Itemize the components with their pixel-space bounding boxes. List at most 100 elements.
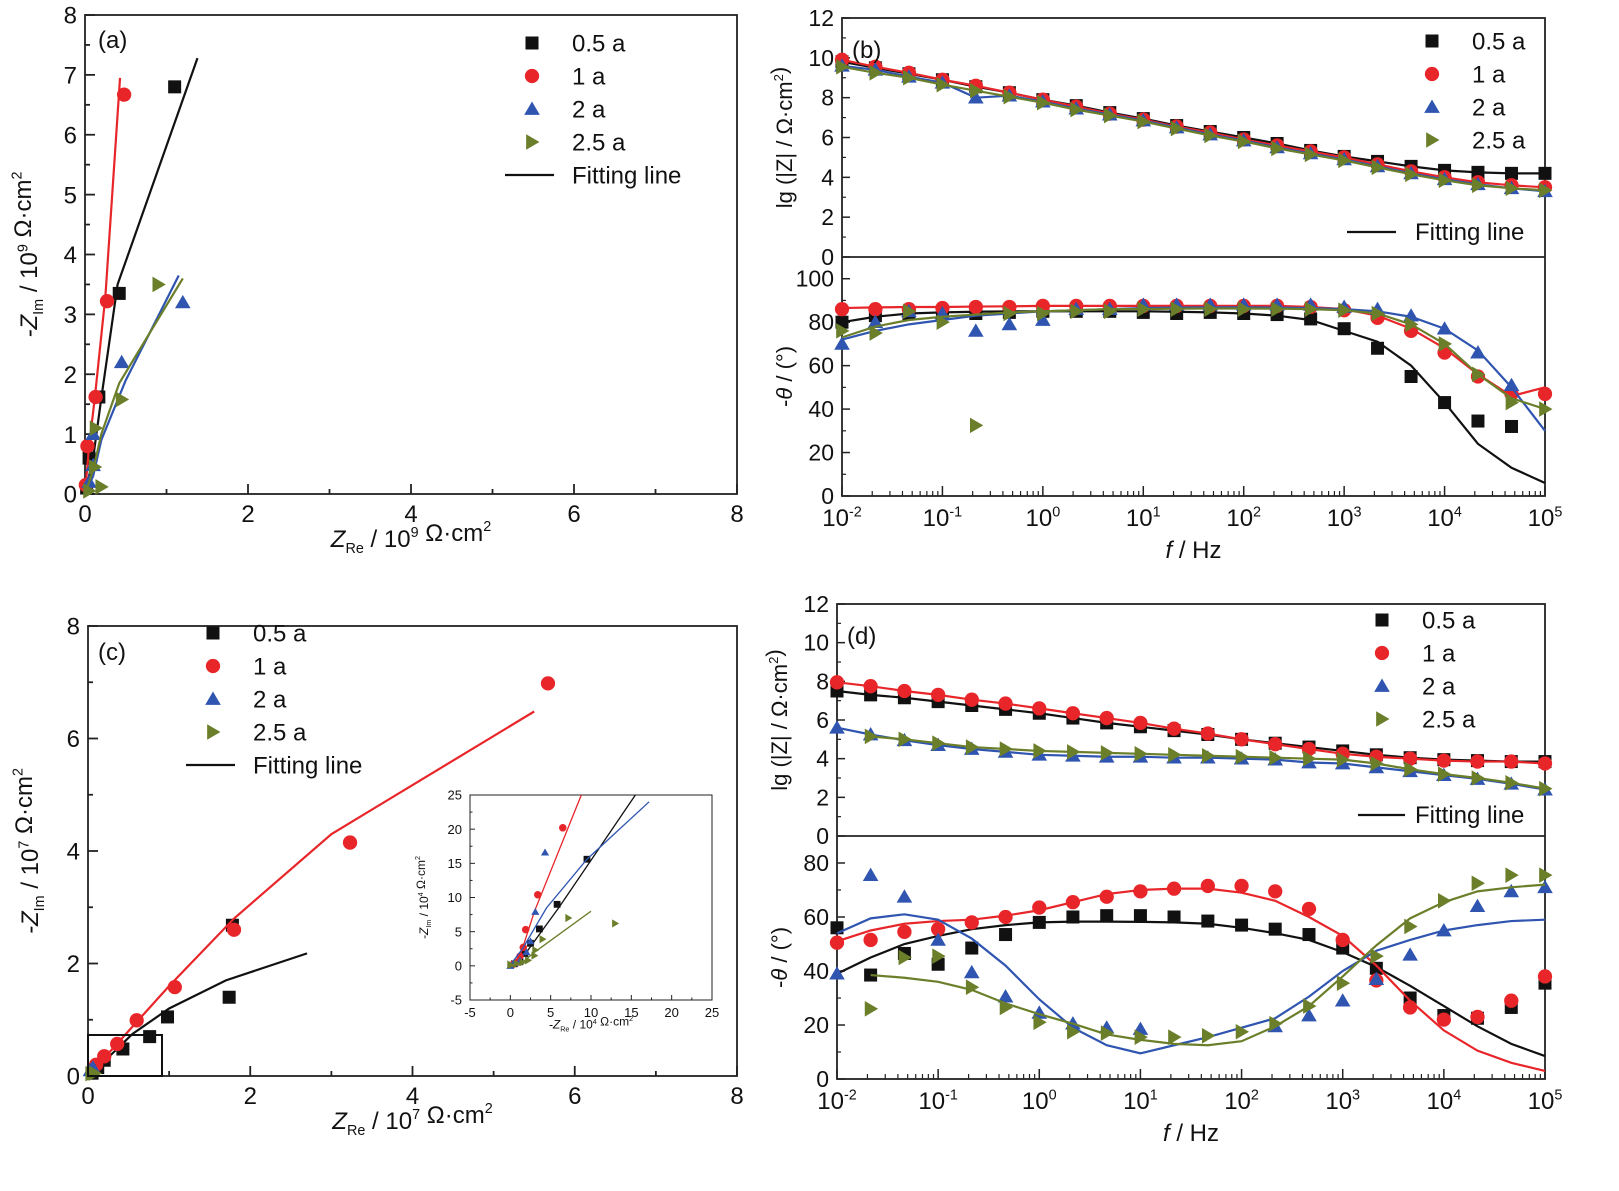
data-point	[999, 928, 1013, 942]
legend-marker	[1426, 132, 1440, 148]
data-point	[1505, 166, 1519, 180]
x-tick-label: 6	[567, 501, 580, 528]
y-tick-label: 20	[448, 822, 462, 837]
panel-label: (c)	[98, 639, 126, 666]
data-point	[1504, 993, 1519, 1008]
data-point	[1168, 747, 1182, 763]
data-point	[1539, 780, 1553, 797]
legend-marker	[1376, 711, 1390, 727]
data-point	[1032, 915, 1046, 929]
y-tick-label: 5	[64, 182, 77, 209]
legend-label: 0.5 a	[253, 621, 307, 648]
data-point	[862, 867, 879, 881]
y-axis-label-top: lg (|Z| / Ω·cm2)	[767, 67, 798, 209]
data-point	[1470, 754, 1485, 769]
legend-label: 1 a	[253, 654, 287, 681]
legend-label: 2 a	[253, 687, 287, 714]
data-point	[1302, 928, 1316, 942]
fit-line-top-1a	[836, 681, 1546, 765]
data-point	[834, 336, 850, 350]
y-tick-label: 2	[64, 362, 77, 389]
data-point	[998, 909, 1013, 925]
data-point	[1505, 775, 1519, 791]
data-point	[829, 720, 845, 734]
data-point	[1301, 901, 1317, 917]
legend-marker	[1374, 678, 1390, 692]
data-point	[612, 919, 620, 928]
data-point	[936, 314, 950, 330]
data-point	[1469, 898, 1486, 913]
legend-marker	[207, 724, 221, 740]
data-point	[897, 924, 912, 939]
legend-label: 1 a	[572, 64, 606, 91]
data-point	[1037, 305, 1051, 322]
data-point	[868, 301, 883, 317]
data-point	[143, 1030, 157, 1044]
data-point	[1303, 750, 1317, 767]
data-point	[1505, 419, 1519, 433]
data-point	[1539, 867, 1553, 883]
y-tick-label: 15	[448, 856, 462, 871]
x-tick-label: 0	[78, 501, 91, 528]
data-point	[1033, 1014, 1047, 1031]
data-point	[1471, 165, 1485, 179]
y-tick-label: 80	[803, 850, 829, 876]
data-point	[1335, 932, 1350, 948]
data-point	[1336, 751, 1351, 768]
legend-label: 2.5 a	[572, 130, 626, 157]
data-point	[539, 935, 547, 944]
legend-fit-label: Fitting line	[253, 753, 362, 780]
data-point	[1304, 301, 1319, 317]
x-tick-label: 105	[1528, 504, 1563, 532]
fit-line-bottom-25a	[870, 883, 1546, 1047]
y-tick-label: 80	[808, 309, 834, 335]
data-point	[1537, 969, 1553, 984]
data-point	[1235, 1023, 1250, 1040]
y-tick-label: 7	[64, 63, 77, 90]
data-point	[1103, 303, 1118, 320]
y-tick-label: 5	[455, 924, 462, 939]
y-tick-label: 10	[448, 890, 462, 905]
data-point	[1438, 893, 1452, 909]
data-point	[1134, 1029, 1148, 1045]
data-point	[836, 323, 850, 339]
data-point	[167, 979, 182, 995]
data-point	[540, 676, 556, 691]
y-tick-label: 8	[816, 668, 829, 694]
y-tick-label: 2	[67, 951, 80, 978]
data-point	[1404, 370, 1418, 383]
data-point	[1170, 120, 1185, 137]
x-tick-label: 102	[1224, 1087, 1259, 1115]
fit-line-bottom-25a	[841, 307, 1546, 411]
data-point	[1405, 166, 1419, 183]
panel-c: 0 2 4 6 8 0 2 4 6 8 ZRe / 107 Ω·cm2 -ZIm / 107 Ω·cm…	[10, 614, 743, 1139]
fit-line-top-25a	[841, 65, 1546, 192]
data-point	[522, 948, 531, 956]
x-axis-label: f / Hz	[1165, 537, 1221, 564]
x-tick-label: 25	[705, 1005, 719, 1020]
data-point	[1438, 336, 1453, 352]
legend-fit-label: Fitting line	[572, 163, 681, 190]
panel-a: 0 2 4 6 8 0 1 2 3 4 5 6 7 8 ZRe / 109 Ω·cm2 -ZIm / 109 …	[9, 3, 743, 557]
plot-frame	[469, 794, 713, 1001]
legend-marker	[525, 36, 539, 50]
data-point	[521, 925, 530, 934]
data-point	[1133, 884, 1148, 899]
legend-marker	[205, 658, 221, 674]
data-point	[1371, 305, 1386, 322]
data-point	[540, 848, 550, 856]
y-tick-label: 8	[821, 85, 834, 111]
data-point	[1404, 761, 1418, 778]
data-point	[97, 1049, 112, 1064]
data-point	[534, 891, 542, 899]
data-point	[222, 990, 236, 1004]
data-point	[1337, 322, 1351, 336]
x-tick-label: 10-1	[918, 1087, 958, 1115]
y-tick-label: 40	[803, 958, 829, 984]
y-tick-label: 0	[816, 823, 829, 849]
x-tick-label: 2	[241, 501, 254, 528]
y-tick-label: 4	[821, 164, 834, 190]
data-point	[964, 692, 979, 707]
data-point	[1269, 1015, 1283, 1032]
y-tick-label: 10	[803, 630, 829, 656]
